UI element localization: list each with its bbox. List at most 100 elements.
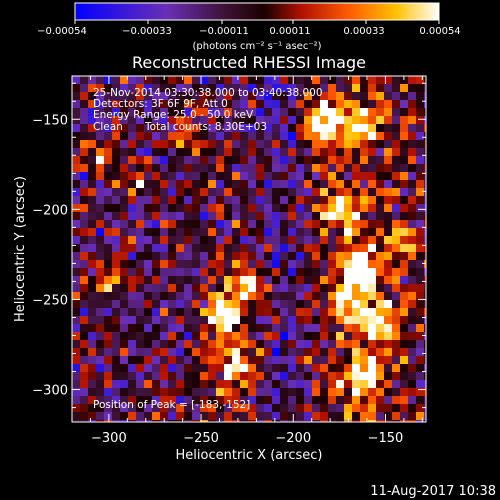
heatmap-cell — [264, 228, 272, 236]
heatmap-cell — [224, 308, 232, 316]
heatmap-cell — [288, 220, 296, 228]
heatmap-cell — [112, 396, 120, 404]
heatmap-cell — [96, 388, 104, 396]
heatmap-cell — [368, 196, 376, 204]
heatmap-cell — [384, 132, 392, 140]
heatmap-cell — [208, 372, 216, 380]
heatmap-cell — [272, 76, 280, 84]
heatmap-cell — [104, 380, 112, 388]
heatmap-cell — [136, 276, 144, 284]
heatmap-cell — [136, 196, 144, 204]
heatmap-cell — [384, 100, 392, 108]
heatmap-cell — [136, 180, 144, 188]
heatmap-cell — [72, 308, 80, 316]
heatmap-cell — [144, 348, 152, 356]
heatmap-cell — [72, 340, 80, 348]
heatmap-cell — [192, 196, 200, 204]
heatmap-cell — [152, 164, 160, 172]
heatmap-cell — [176, 284, 184, 292]
heatmap-cell — [360, 92, 368, 100]
heatmap-cell — [304, 292, 312, 300]
heatmap-cell — [216, 396, 224, 404]
heatmap-cell — [176, 412, 184, 420]
heatmap-cell — [328, 292, 336, 300]
heatmap-cell — [88, 196, 96, 204]
heatmap-cell — [256, 300, 264, 308]
heatmap-cell — [128, 156, 136, 164]
heatmap-cell — [96, 364, 104, 372]
heatmap-cell — [152, 276, 160, 284]
heatmap-cell — [88, 268, 96, 276]
heatmap-cell — [280, 124, 288, 132]
heatmap-cell — [128, 316, 136, 324]
heatmap-cell — [392, 84, 400, 92]
heatmap-cell — [80, 388, 88, 396]
heatmap-cell — [304, 300, 312, 308]
heatmap-cell — [96, 236, 104, 244]
heatmap-cell — [296, 228, 304, 236]
heatmap-cell — [192, 108, 200, 116]
heatmap-cell — [88, 356, 96, 364]
heatmap-cell — [224, 404, 232, 412]
heatmap-cell — [104, 228, 112, 236]
heatmap-cell — [376, 204, 384, 212]
heatmap-cell — [304, 308, 312, 316]
heatmap-cell — [320, 108, 328, 116]
heatmap-cell — [320, 196, 328, 204]
heatmap-cell — [328, 84, 336, 92]
heatmap-cell — [264, 116, 272, 124]
heatmap-cell — [264, 84, 272, 92]
heatmap-cell — [120, 76, 128, 84]
heatmap-cell — [80, 332, 88, 340]
heatmap-cell — [168, 188, 176, 196]
heatmap-cell — [248, 332, 256, 340]
heatmap-cell — [224, 188, 232, 196]
heatmap-cell — [312, 380, 320, 388]
heatmap-cell — [280, 140, 288, 148]
heatmap-cell — [240, 100, 248, 108]
heatmap-cell — [360, 212, 368, 220]
heatmap-cell — [384, 372, 392, 380]
heatmap-cell — [104, 92, 112, 100]
heatmap-cell — [408, 140, 416, 148]
heatmap-cell — [424, 180, 426, 188]
heatmap-cell — [408, 212, 416, 220]
heatmap-cell — [192, 212, 200, 220]
heatmap-cell — [264, 316, 272, 324]
heatmap-cell — [112, 276, 120, 284]
heatmap-cell — [136, 364, 144, 372]
heatmap-cell — [320, 164, 328, 172]
heatmap-cell — [176, 100, 184, 108]
heatmap-cell — [336, 172, 344, 180]
heatmap-cell — [240, 332, 248, 340]
heatmap-cell — [184, 156, 192, 164]
heatmap-cell — [392, 116, 400, 124]
heatmap-cell — [208, 284, 216, 292]
heatmap-cell — [120, 108, 128, 116]
heatmap-cell — [96, 292, 104, 300]
heatmap-cell — [296, 172, 304, 180]
heatmap-cell — [104, 324, 112, 332]
heatmap-cell — [72, 172, 80, 180]
heatmap-cell — [248, 132, 256, 140]
heatmap-cell — [320, 380, 328, 388]
heatmap-cell — [272, 404, 280, 412]
heatmap-cell — [80, 284, 88, 292]
heatmap-cell — [168, 92, 176, 100]
heatmap-cell — [408, 268, 416, 276]
heatmap-cell — [240, 164, 248, 172]
heatmap-cell — [232, 380, 240, 388]
heatmap-cell — [216, 292, 224, 300]
heatmap-cell — [160, 220, 168, 228]
heatmap-cell — [224, 292, 232, 300]
heatmap-cell — [184, 180, 192, 188]
heatmap-cell — [392, 356, 400, 364]
heatmap-cell — [216, 348, 224, 356]
heatmap-cell — [280, 260, 288, 268]
heatmap-cell — [80, 124, 88, 132]
heatmap-cell — [280, 316, 288, 324]
heatmap-cell — [184, 316, 192, 324]
heatmap-cell — [216, 92, 224, 100]
heatmap-cell — [136, 316, 144, 324]
heatmap-cell — [120, 204, 128, 212]
